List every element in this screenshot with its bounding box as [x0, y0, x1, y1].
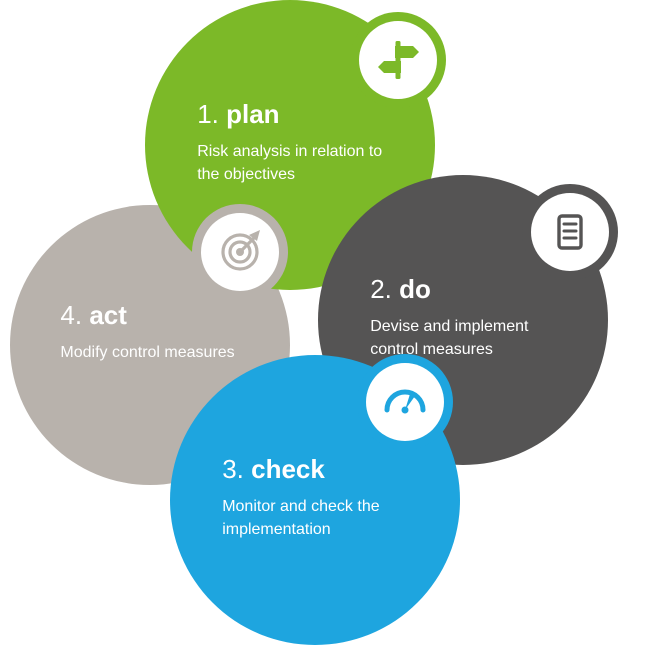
bubble-act-title-line: 4. act — [60, 300, 256, 331]
bubble-act-desc: Modify control measures — [60, 341, 256, 364]
bubble-act-content: 4. act Modify control measures — [60, 300, 256, 364]
bubble-do-content: 2. do Devise and implement control measu… — [370, 274, 573, 362]
bubble-plan-content: 1. plan Risk analysis in relation to the… — [197, 99, 400, 187]
badge-act-inner — [201, 213, 279, 291]
bubble-plan-desc: Risk analysis in relation to the objecti… — [197, 140, 400, 186]
bubble-act-title: act — [89, 300, 127, 330]
bubble-act-number: 4. — [60, 300, 82, 330]
bubble-plan-title-line: 1. plan — [197, 99, 400, 130]
bubble-do-title-line: 2. do — [370, 274, 573, 305]
bubble-check-content: 3. check Monitor and check the implement… — [222, 454, 425, 542]
bubble-check-number: 3. — [222, 454, 244, 484]
bubble-do-number: 2. — [370, 274, 392, 304]
bubble-plan-number: 1. — [197, 99, 219, 129]
gauge-icon — [379, 376, 431, 428]
bubble-check-title: check — [251, 454, 325, 484]
target-icon — [216, 228, 264, 276]
bubble-check-desc: Monitor and check the implementation — [222, 495, 425, 541]
bubble-do-title: do — [399, 274, 431, 304]
pdca-infographic: 4. act Modify control measures 1. plan R… — [0, 0, 654, 649]
badge-plan-inner — [359, 21, 437, 99]
document-icon — [548, 210, 592, 254]
bubble-check-title-line: 3. check — [222, 454, 425, 485]
badge-check-inner — [366, 363, 444, 441]
bubble-plan-title: plan — [226, 99, 279, 129]
badge-act — [192, 204, 288, 300]
badge-plan — [350, 12, 446, 108]
signpost-icon — [373, 35, 423, 85]
badge-check — [357, 354, 453, 450]
badge-do — [522, 184, 618, 280]
badge-do-inner — [531, 193, 609, 271]
